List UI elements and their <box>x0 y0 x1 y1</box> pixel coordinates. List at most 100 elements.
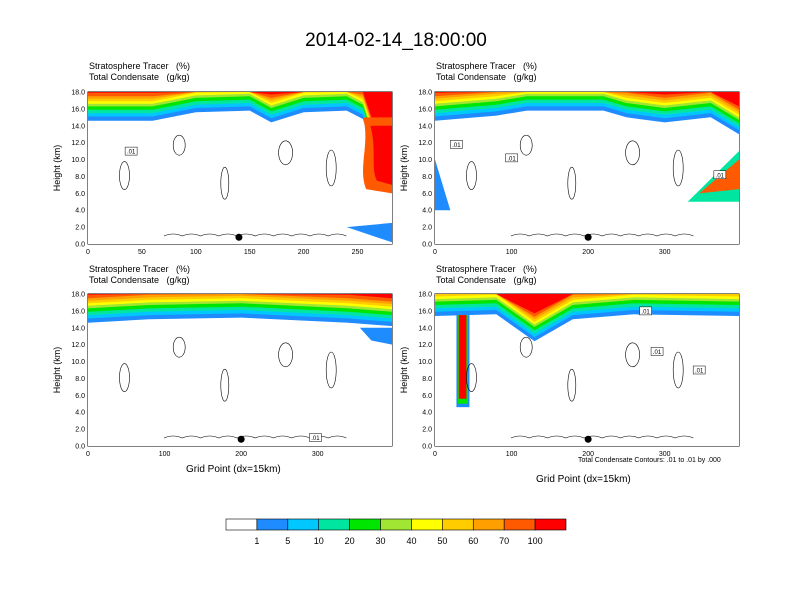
location-marker <box>584 233 592 241</box>
panel-2-header-line2: Total Condensate (g/kg) <box>436 72 537 82</box>
colorbar-label: 60 <box>468 536 478 546</box>
xtick-label: 0 <box>433 451 437 458</box>
panel-3-xlabel: Grid Point (dx=15km) <box>186 464 281 475</box>
condensate-contour-4 <box>625 342 640 368</box>
ytick-label: 2.0 <box>422 225 432 232</box>
ytick-label: 8.0 <box>75 174 85 181</box>
contour-label-box <box>309 433 322 442</box>
panel-3-header: Stratosphere Tracer (%) Total Condensate … <box>89 264 190 286</box>
colorbar-swatch <box>503 518 536 531</box>
ytick-label: 14.0 <box>418 123 432 130</box>
ytick-label: 6.0 <box>75 393 85 400</box>
panel-background <box>435 294 739 446</box>
ytick-label: 16.0 <box>418 308 432 315</box>
panel-4-xlabel: Grid Point (dx=15km) <box>536 474 631 485</box>
tracer-band-9 <box>88 294 392 302</box>
tracer-band-2 <box>88 92 392 181</box>
contour-label-box <box>639 306 652 316</box>
colorbar-label: 70 <box>499 536 509 546</box>
contour-label-box <box>713 170 727 180</box>
xtick-label: 100 <box>159 451 171 458</box>
condensate-contour-2 <box>172 336 186 358</box>
condensate-contour-5 <box>325 351 337 389</box>
colorbar-label: 5 <box>285 536 290 546</box>
condensate-contour-4 <box>625 140 640 166</box>
xtick-label: 100 <box>506 451 518 458</box>
ytick-label: 4.0 <box>75 208 85 215</box>
panel-4-field: .01 .01 .01 <box>435 294 739 446</box>
condensate-contour-3 <box>567 368 577 402</box>
panel-1-field: .01 <box>88 92 392 244</box>
panel-2-header-line1: Stratosphere Tracer (%) <box>436 61 538 71</box>
ylabel: Height (km) <box>52 347 62 394</box>
tracer-band-10 <box>88 294 392 299</box>
xtick-label: 0 <box>433 249 437 256</box>
ytick-label: 0.0 <box>422 444 432 451</box>
colorbar: 1 5 10 20 30 40 50 60 70 100 <box>225 518 567 546</box>
ytick-label: 8.0 <box>422 174 432 181</box>
xtick-label: 0 <box>86 451 90 458</box>
ytick-label: 0.0 <box>75 242 85 249</box>
tracer-low-patch <box>435 159 451 211</box>
panel-4-header: Stratosphere Tracer (%) Total Condensate … <box>436 264 537 286</box>
tracer-band-9 <box>435 92 739 110</box>
tracer-band-7 <box>88 92 392 166</box>
ytick-label: 4.0 <box>422 410 432 417</box>
condensate-contour-2 <box>519 336 533 358</box>
ytick-label: 16.0 <box>418 106 432 113</box>
ytick-label: 12.0 <box>418 342 432 349</box>
condensate-contour-5 <box>672 351 684 389</box>
condensate-contour-3 <box>220 166 230 200</box>
xtick-label: 200 <box>582 451 594 458</box>
tracer-intrusion-core <box>370 125 392 185</box>
contour-label: .01 <box>452 143 461 149</box>
colorbar-swatch <box>472 518 505 531</box>
xtick-label: 100 <box>506 249 518 256</box>
condensate-contour-1 <box>466 161 477 190</box>
ytick-label: 18.0 <box>418 90 432 97</box>
colorbar-swatch <box>287 518 320 531</box>
low-cloud-contour <box>163 233 347 237</box>
condensate-contour-2 <box>519 134 533 156</box>
colorbar-label: 20 <box>345 536 355 546</box>
colorbar-swatch <box>534 518 567 531</box>
ytick-label: 14.0 <box>71 123 85 130</box>
tracer-low-patch <box>359 327 392 345</box>
contour-label: .01 <box>311 436 320 442</box>
contour-label-box <box>692 365 706 375</box>
contour-label: .01 <box>641 309 650 315</box>
xtick-label: 300 <box>659 249 671 256</box>
tracer-band-10 <box>435 294 739 314</box>
low-cloud-contour <box>510 233 694 237</box>
panel-3-header-line1: Stratosphere Tracer (%) <box>89 264 191 274</box>
figure-title: 2014-02-14_18:00:00 <box>305 30 487 51</box>
colorbar-swatch <box>256 518 289 531</box>
panel-1-header-line1: Stratosphere Tracer (%) <box>89 61 191 71</box>
tracer-low-patch <box>346 222 392 243</box>
condensate-contour-4 <box>278 140 293 166</box>
xtick-label: 200 <box>582 249 594 256</box>
ytick-label: 12.0 <box>71 140 85 147</box>
xtick-label: 300 <box>659 451 671 458</box>
colorbar-swatch <box>442 518 474 531</box>
ytick-label: 16.0 <box>71 308 85 315</box>
xtick-label: 250 <box>352 249 364 256</box>
ytick-label: 10.0 <box>418 359 432 366</box>
ytick-label: 18.0 <box>71 90 85 97</box>
contour-label-box <box>124 146 138 156</box>
ytick-label: 6.0 <box>75 191 85 198</box>
ytick-label: 16.0 <box>71 106 85 113</box>
panel-1-header: Stratosphere Tracer (%) Total Condensate … <box>89 61 190 83</box>
condensate-contour-4 <box>278 342 293 368</box>
ytick-label: 4.0 <box>75 410 85 417</box>
contour-label: .01 <box>653 350 662 356</box>
location-marker <box>235 233 243 241</box>
ytick-label: 18.0 <box>71 292 85 299</box>
panel-2-header: Stratosphere Tracer (%) Total Condensate … <box>436 61 537 83</box>
ylabel: Height (km) <box>52 145 62 192</box>
contour-label-box <box>450 140 463 149</box>
ytick-label: 0.0 <box>75 444 85 451</box>
colorbar-swatch <box>411 518 443 531</box>
ylabel: Height (km) <box>399 145 409 192</box>
colorbar-swatch <box>225 518 258 531</box>
